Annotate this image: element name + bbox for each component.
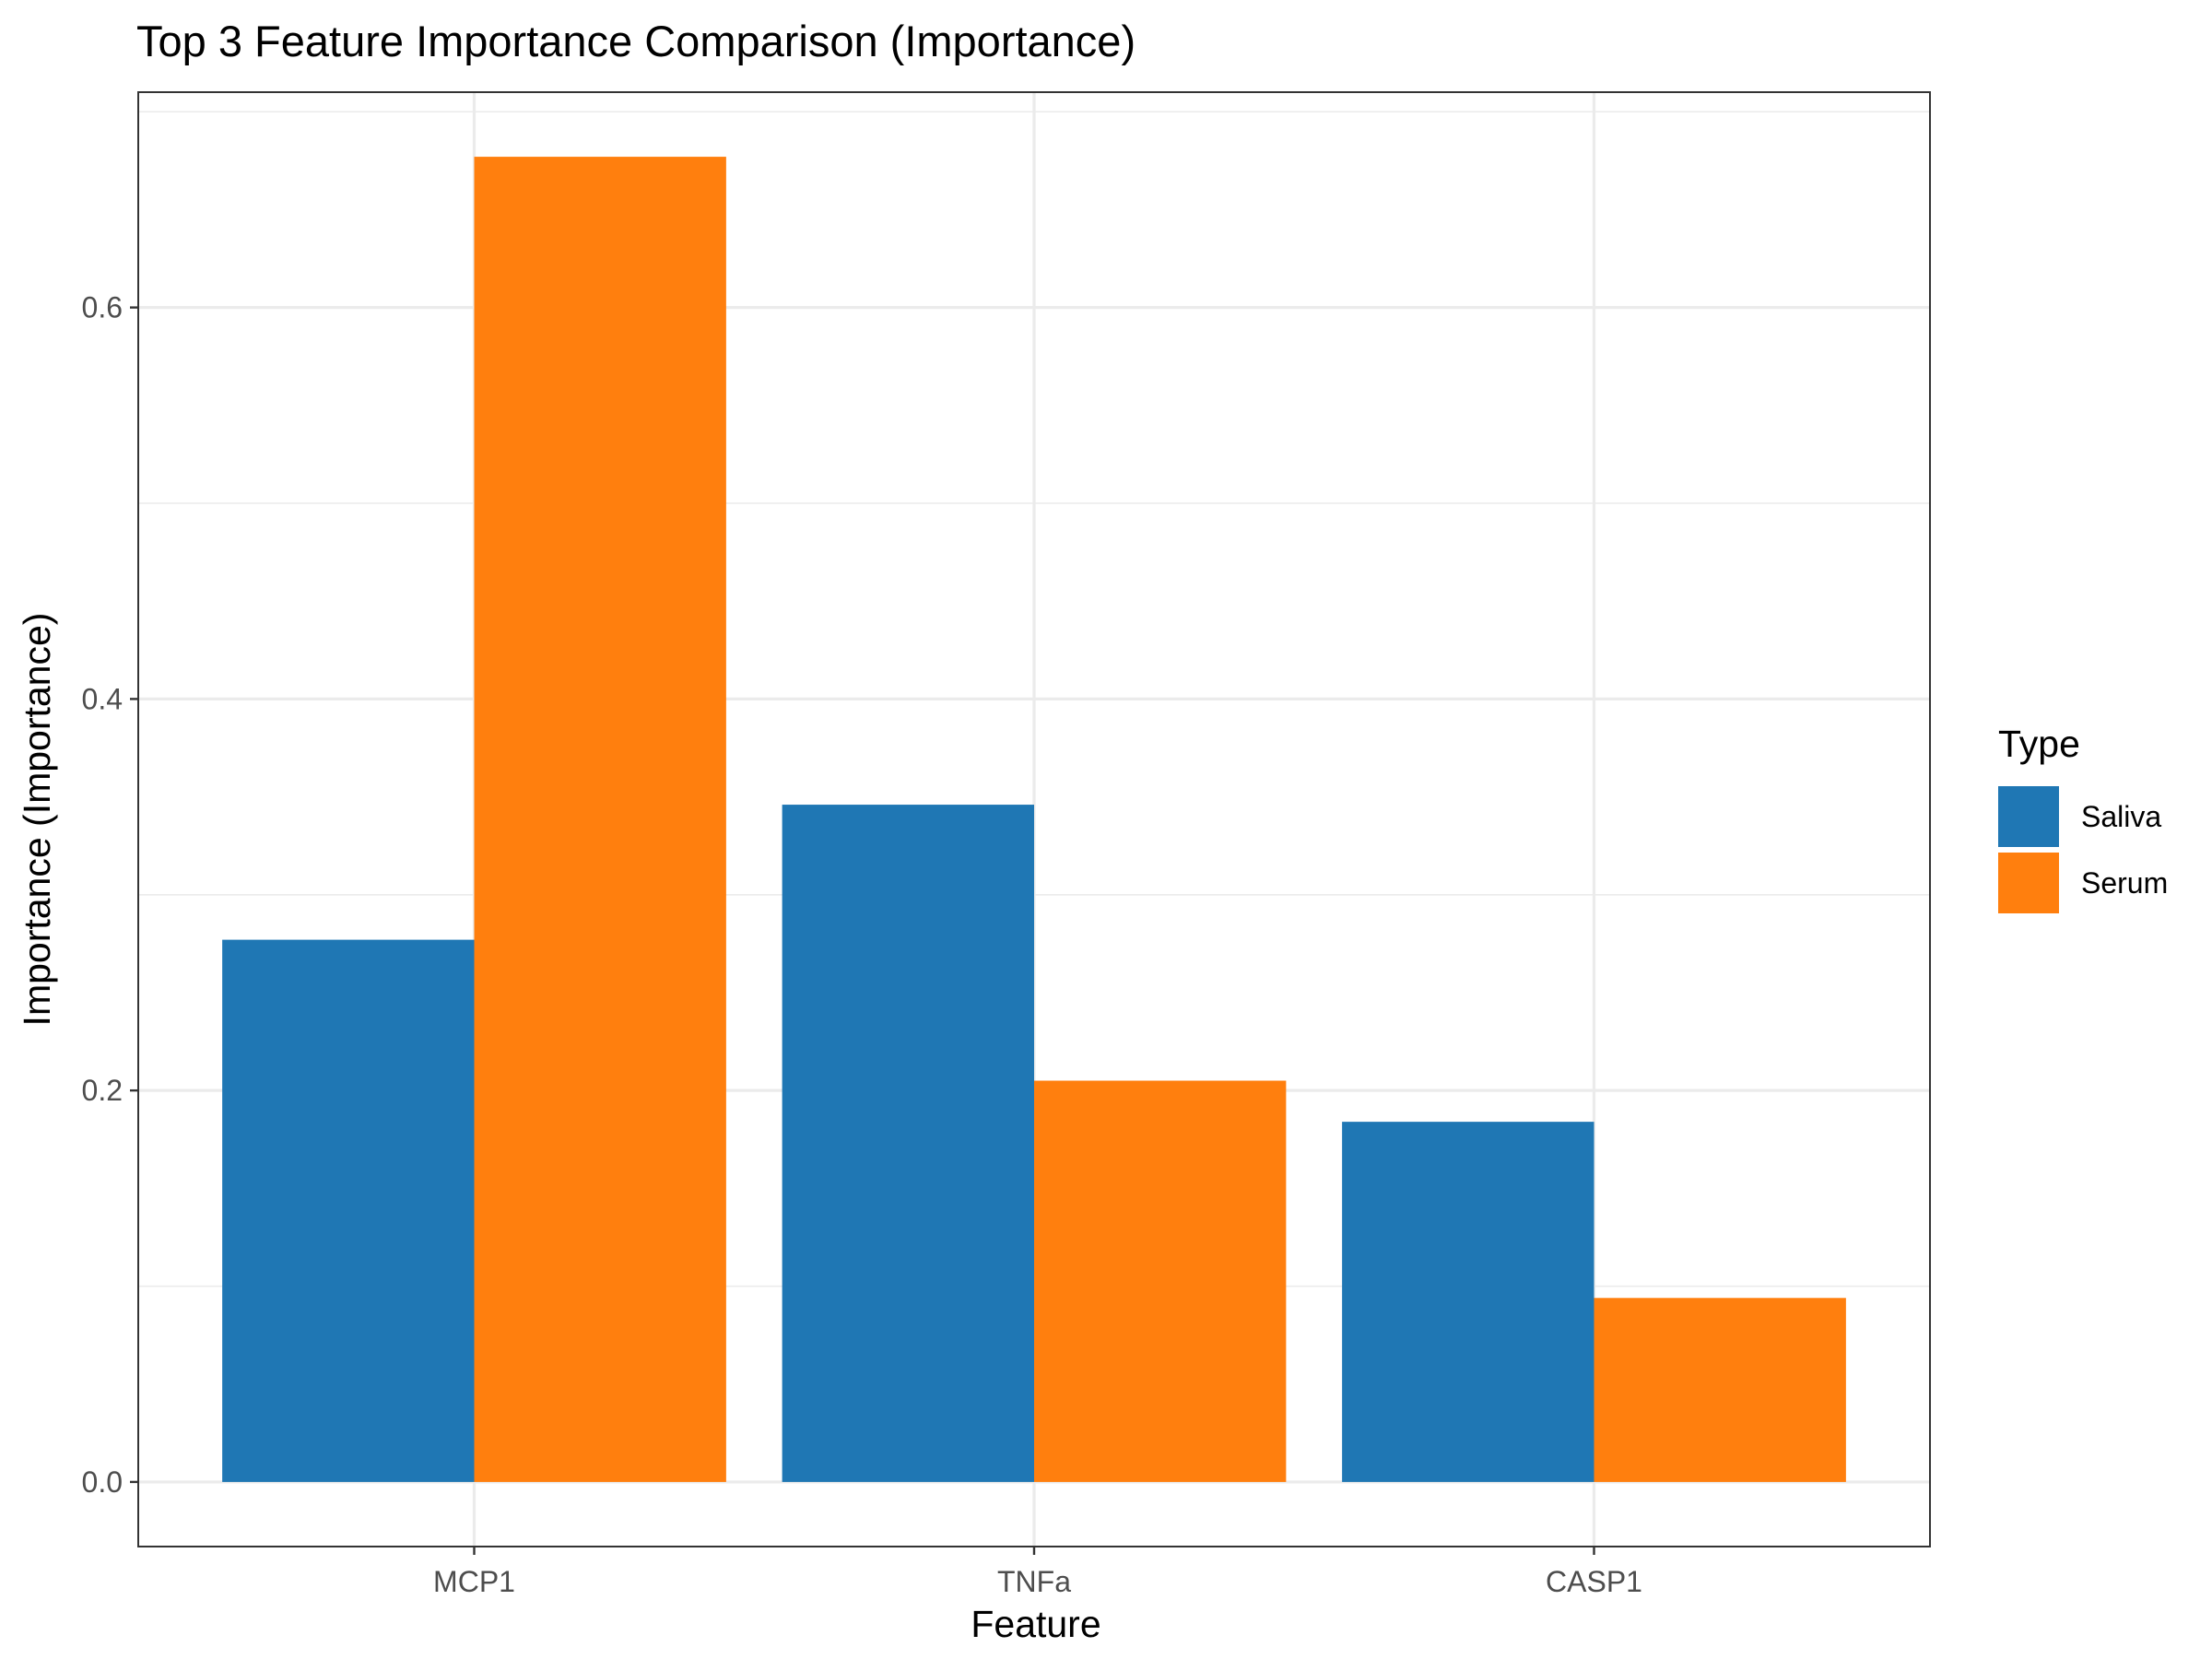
- y-axis: 0.0 0.2 0.4 0.6: [82, 291, 138, 1499]
- legend-label-saliva: Saliva: [2081, 800, 2161, 833]
- y-tick-label: 0.0: [82, 1465, 123, 1499]
- x-axis-title: Feature: [971, 1603, 1100, 1645]
- y-axis-title: Importance (Importance): [16, 613, 58, 1027]
- bars: [222, 157, 1846, 1482]
- chart-title: Top 3 Feature Importance Comparison (Imp…: [136, 17, 1135, 65]
- legend-title: Type: [1998, 723, 2080, 765]
- legend: Type Saliva Serum: [1998, 723, 2168, 913]
- bar-serum-tnfa: [1034, 1080, 1287, 1482]
- x-axis: MCP1 TNFa CASP1: [433, 1547, 1642, 1598]
- x-tick-label: CASP1: [1546, 1565, 1642, 1598]
- plot-panel: [137, 91, 1931, 1547]
- x-tick-label: MCP1: [433, 1565, 515, 1598]
- y-tick-label: 0.4: [82, 682, 123, 715]
- legend-key-serum: [1998, 853, 2059, 913]
- legend-items: Saliva Serum: [1998, 786, 2168, 913]
- legend-label-serum: Serum: [2081, 866, 2168, 900]
- y-tick-label: 0.2: [82, 1074, 123, 1107]
- legend-key-saliva: [1998, 786, 2059, 847]
- bar-saliva-tnfa: [782, 805, 1034, 1482]
- bar-serum-mcp1: [474, 157, 726, 1482]
- bar-serum-casp1: [1594, 1298, 1846, 1482]
- bar-saliva-casp1: [1342, 1122, 1594, 1482]
- x-tick-label: TNFa: [997, 1565, 1071, 1598]
- y-tick-label: 0.6: [82, 291, 123, 324]
- bar-saliva-mcp1: [222, 939, 475, 1482]
